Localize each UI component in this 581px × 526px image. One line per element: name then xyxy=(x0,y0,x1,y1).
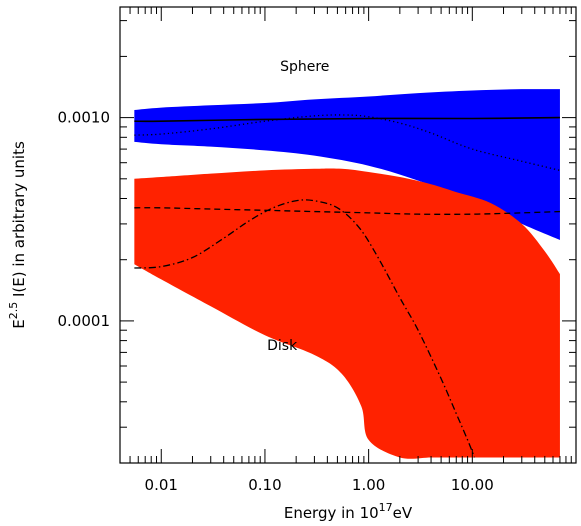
x-tick-label: 0.10 xyxy=(248,476,281,494)
x-tick-label: 10.00 xyxy=(451,476,494,494)
plot-frame xyxy=(119,6,577,464)
curve-dotted xyxy=(134,114,561,172)
tick-labels-layer: 0.01 0.10 1.00 10.00 0.0001 0.0010 xyxy=(58,109,494,494)
x-tick-label: 1.00 xyxy=(352,476,385,494)
ticks-layer xyxy=(119,7,577,464)
band-2 xyxy=(134,168,560,459)
y-tick-label: 0.0001 xyxy=(58,312,111,330)
annotation-disk: Disk xyxy=(267,338,298,354)
x-tick-label: 0.01 xyxy=(145,476,178,494)
curve-dashdot xyxy=(134,199,476,458)
curves-layer xyxy=(134,114,561,458)
y-axis-title: E2.5 I(E) in arbitrary units xyxy=(7,141,28,329)
annotation-sphere: Sphere xyxy=(280,59,329,75)
x-axis-title: Energy in 1017eV xyxy=(284,501,413,522)
curve-dashed xyxy=(134,207,560,215)
band-1 xyxy=(134,89,560,241)
curve-solid xyxy=(134,116,560,123)
bands-layer xyxy=(134,89,560,459)
y-tick-label: 0.0010 xyxy=(58,109,111,127)
annotations-layer: Sphere Disk xyxy=(267,59,329,354)
